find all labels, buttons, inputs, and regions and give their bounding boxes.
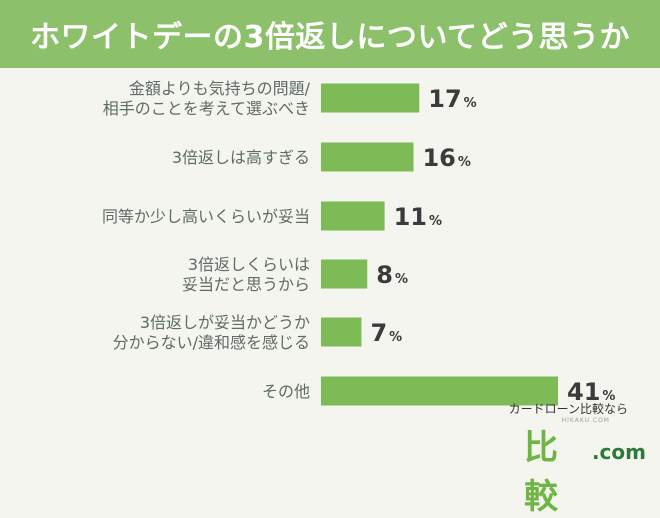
bar-chart: 金額よりも気持ちの問題/相手のことを考えて選ぶべき 17 % 3倍返しは高すぎる 16%… bbox=[102, 79, 615, 406]
value-label: 16% bbox=[422, 144, 470, 172]
bar bbox=[321, 83, 420, 113]
value-label: 7% bbox=[370, 319, 402, 347]
category-label: 金額よりも気持ちの問題/相手のことを考えて選ぶべき bbox=[103, 79, 311, 118]
value-label: 41% bbox=[567, 378, 615, 406]
category-label: その他 bbox=[262, 382, 310, 401]
bar bbox=[321, 259, 368, 289]
category-label: 3倍返しが妥当かどうか分からない/違和感を感じる bbox=[113, 313, 310, 352]
title-banner: ホワイトデーの3倍返しについてどう思うか bbox=[0, 0, 660, 68]
value-label: 17% bbox=[428, 85, 476, 113]
category-label: 3倍返しは高すぎる bbox=[172, 148, 310, 167]
logo-kanji: 比較 bbox=[524, 428, 558, 517]
logo-tagline: カードローン比較なら bbox=[508, 402, 628, 416]
chart-title: ホワイトデーの3倍返しについてどう思うか bbox=[30, 20, 630, 55]
logo-wordmark: 比較 .com bbox=[524, 420, 646, 518]
bar bbox=[321, 317, 362, 347]
bar bbox=[321, 142, 414, 172]
bar bbox=[321, 201, 385, 231]
bar bbox=[321, 376, 558, 406]
value-label: 8% bbox=[376, 261, 408, 289]
category-label: 3倍返しくらいは妥当だと思うから bbox=[182, 255, 310, 294]
category-label: 同等か少し高いくらいが妥当 bbox=[102, 207, 310, 226]
logo-subtext: HIKAKU.COM bbox=[561, 417, 610, 424]
value-label: 11% bbox=[394, 203, 442, 231]
site-logo[interactable]: カードローン比較なら HIKAKU.COM 比較 .com bbox=[486, 400, 646, 517]
logo-domain: .com bbox=[591, 440, 646, 464]
